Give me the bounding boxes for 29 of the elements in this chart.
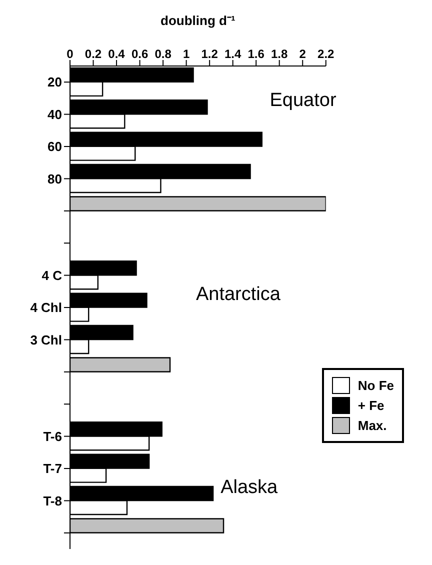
y-tick-label: 3 Chl [30,332,62,348]
x-tick-label: 0.6 [131,47,148,61]
y-tick-label: 20 [48,74,62,90]
y-tick-label: 60 [48,139,62,154]
x-axis-title: doubling d⁻¹ [160,13,236,28]
legend-label: No Fe [358,378,394,393]
y-tick-label: T-6 [43,428,62,444]
y-tick-label: T-7 [43,461,62,476]
x-tick-label: 1.8 [271,47,288,61]
x-tick-label: 1.2 [201,47,218,61]
legend-label: + Fe [358,398,384,413]
annotation: Antarctica [196,284,280,306]
y-tick-label: 40 [48,106,62,122]
y-tick-label: 4 Chl [30,300,62,316]
x-tick-label: 1 [182,47,190,61]
x-tick-label: 1.6 [248,47,265,61]
annotation: Equator [270,90,336,112]
x-tick-label: 2.2 [318,47,335,61]
x-tick-label: 1.4 [224,47,242,61]
x-tick-label: 0.2 [84,47,102,61]
legend-label: Max. [358,418,387,433]
y-tick-label: 80 [48,171,62,186]
x-tick-label: 0.4 [108,47,126,61]
y-tick-label: T-8 [43,493,62,508]
x-tick-label: 2 [299,47,306,61]
annotation: Alaska [220,476,278,499]
y-tick-label: 4 C [42,268,63,283]
x-tick-label: 0.8 [154,47,172,61]
x-tick-label: 0 [66,47,74,61]
